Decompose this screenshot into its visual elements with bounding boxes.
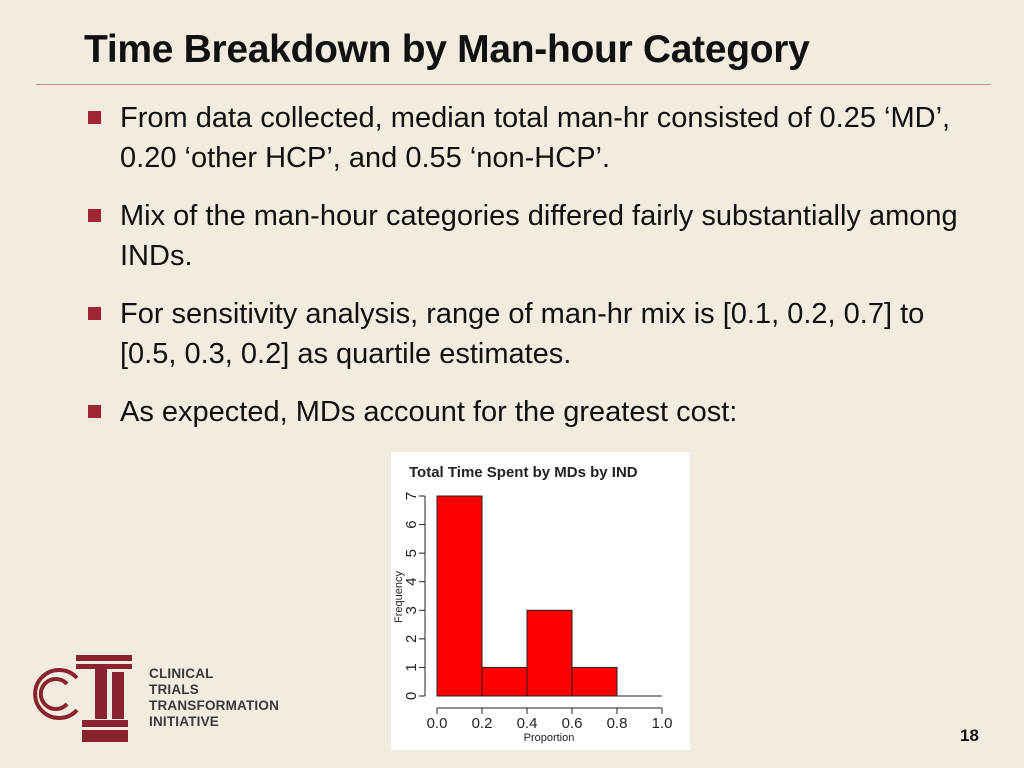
square-bullet-icon xyxy=(88,405,101,418)
y-axis: 0 1 2 3 4 5 6 7 xyxy=(403,492,426,700)
bullet-item: As expected, MDs account for the greates… xyxy=(88,392,988,432)
x-tick-label: 0.8 xyxy=(607,715,628,732)
square-bullet-icon xyxy=(88,209,101,222)
histogram-chart: Total Time Spent by MDs by IND Proportio… xyxy=(391,452,690,750)
bullet-item: For sensitivity analysis, range of man-h… xyxy=(88,294,988,374)
x-tick-label: 0.6 xyxy=(562,715,583,732)
y-tick-label: 3 xyxy=(403,606,420,614)
slide-title: Time Breakdown by Man-hour Category xyxy=(84,28,810,71)
square-bullet-icon xyxy=(88,111,101,124)
x-axis: 0.0 0.2 0.4 0.6 0.8 1.0 xyxy=(427,707,673,732)
histogram-bar xyxy=(436,495,483,697)
y-tick-label: 7 xyxy=(403,492,420,500)
bullet-list: From data collected, median total man-hr… xyxy=(88,98,988,450)
y-tick-label: 0 xyxy=(403,692,420,700)
title-divider xyxy=(36,84,991,85)
logo-wordmark: CLINICAL TRIALS TRANSFORMATION INITIATIV… xyxy=(149,666,279,730)
chart-title: Total Time Spent by MDs by IND xyxy=(409,464,638,481)
x-tick-label: 0.0 xyxy=(427,715,448,732)
logo-line: CLINICAL xyxy=(149,666,214,681)
logo-line: INITIATIVE xyxy=(149,714,220,729)
bullet-item: Mix of the man-hour categories differed … xyxy=(88,196,988,276)
x-tick-label: 0.4 xyxy=(517,715,538,732)
bullet-text: Mix of the man-hour categories differed … xyxy=(120,200,958,272)
x-tick-label: 0.2 xyxy=(472,715,493,732)
cti-logo: CLINICAL TRIALS TRANSFORMATION INITIATIV… xyxy=(32,648,302,748)
square-bullet-icon xyxy=(88,307,101,320)
cti-logo-icon xyxy=(33,655,132,742)
histogram-bar xyxy=(571,666,618,697)
y-tick-label: 4 xyxy=(403,578,420,586)
bullet-text: From data collected, median total man-hr… xyxy=(120,102,951,174)
page-number: 18 xyxy=(960,726,979,745)
logo-line: TRIALS xyxy=(149,682,199,697)
y-axis-label: Frequency xyxy=(393,571,405,623)
x-tick-label: 1.0 xyxy=(652,715,673,732)
x-axis-label: Proportion xyxy=(524,732,575,744)
histogram-bar xyxy=(481,666,528,697)
logo-line: TRANSFORMATION xyxy=(149,698,280,713)
bullet-text: For sensitivity analysis, range of man-h… xyxy=(120,298,925,370)
bars-group xyxy=(436,495,662,697)
bullet-text: As expected, MDs account for the greates… xyxy=(120,396,738,428)
y-tick-label: 1 xyxy=(403,663,420,671)
histogram-svg: Total Time Spent by MDs by IND Proportio… xyxy=(393,464,673,744)
y-tick-label: 2 xyxy=(403,635,420,643)
histogram-bar xyxy=(526,609,573,697)
y-tick-label: 5 xyxy=(403,549,420,557)
y-tick-label: 6 xyxy=(403,520,420,528)
bullet-item: From data collected, median total man-hr… xyxy=(88,98,988,178)
